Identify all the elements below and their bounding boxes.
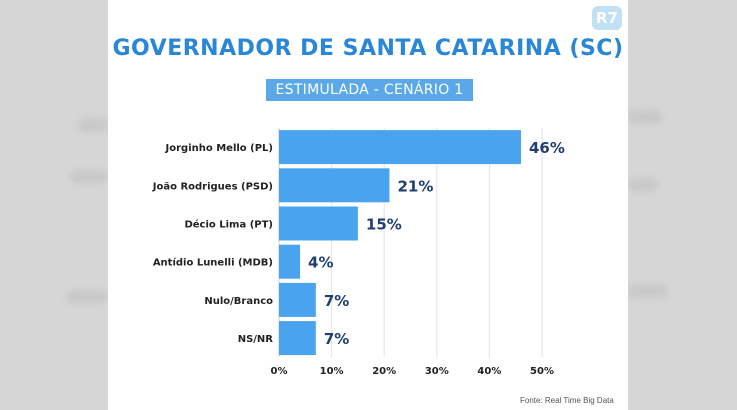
- value-label: 7%: [324, 330, 349, 348]
- x-tick-label: 30%: [425, 366, 449, 377]
- chart-title: GOVERNADOR DE SANTA CATARINA (SC): [112, 36, 624, 61]
- x-tick-label: 50%: [530, 366, 554, 377]
- chart-card: [108, 0, 628, 410]
- category-label: Nulo/Branco: [204, 296, 273, 307]
- value-label: 46%: [529, 139, 565, 157]
- bar: [279, 130, 521, 165]
- value-label: 21%: [397, 177, 433, 195]
- bar: [279, 168, 390, 203]
- category-label: Jorginho Mello (PL): [165, 143, 273, 154]
- value-label: 7%: [324, 292, 349, 310]
- x-tick-label: 10%: [320, 366, 344, 377]
- x-tick-label: 40%: [477, 366, 501, 377]
- value-label: 4%: [308, 254, 333, 272]
- category-label: Antídio Lunelli (MDB): [153, 257, 273, 269]
- bar: [279, 206, 358, 241]
- value-label: 15%: [366, 216, 402, 234]
- chart-subtitle: ESTIMULADA - CENÁRIO 1: [266, 79, 473, 101]
- x-tick-label: 0%: [271, 366, 288, 377]
- category-label: João Rodrigues (PSD): [152, 181, 273, 192]
- category-label: NS/NR: [238, 334, 274, 345]
- source-note: Fonte: Real Time Big Data: [520, 396, 614, 405]
- bar: [279, 321, 316, 356]
- bar: [279, 282, 316, 317]
- r7-logo: R7: [592, 6, 622, 30]
- bar: [279, 244, 301, 279]
- x-tick-label: 20%: [372, 366, 396, 377]
- category-label: Décio Lima (PT): [184, 219, 273, 231]
